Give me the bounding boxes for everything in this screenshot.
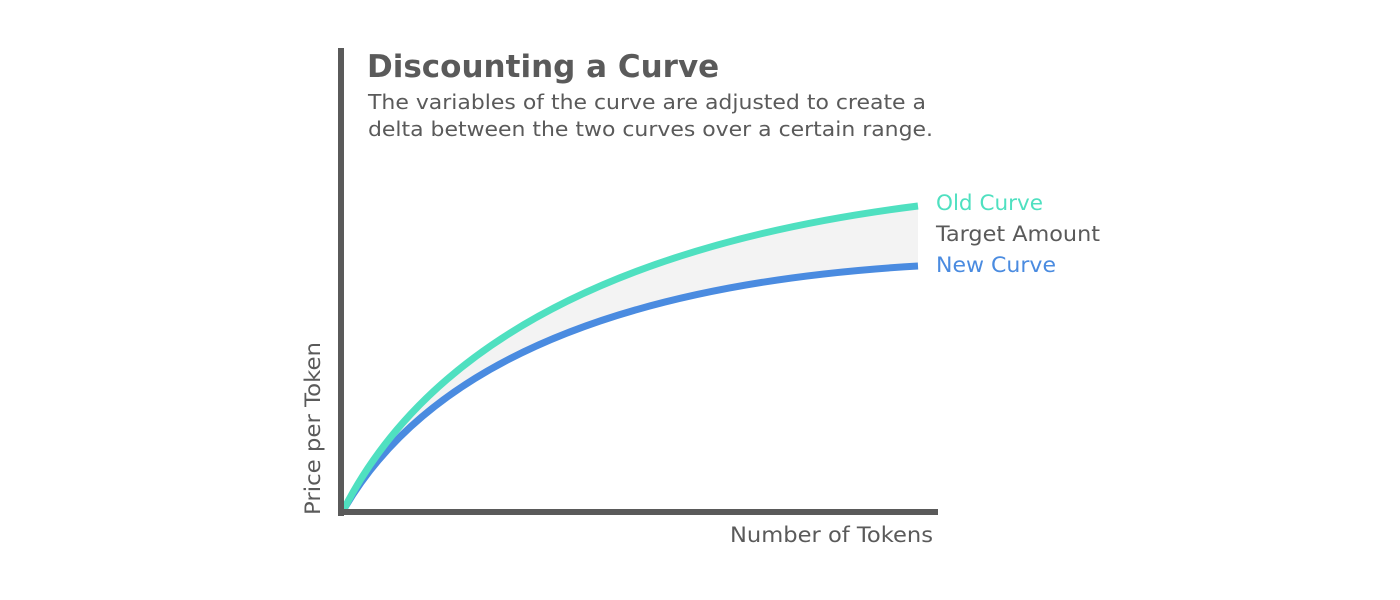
subtitle-line-2: delta between the two curves over a cert… [368,117,933,141]
new-curve-label: New Curve [936,253,1056,277]
new-curve-line [340,262,919,511]
y-axis-label: Price per Token [301,342,325,515]
diagram-title: Discounting a Curve [367,49,719,85]
delta-region [344,206,918,509]
old-curve-label: Old Curve [936,191,1043,215]
old-curve-line [340,202,919,511]
subtitle-line-1: The variables of the curve are adjusted … [367,90,926,114]
x-axis-label: Number of Tokens [730,523,933,547]
target-amount-label: Target Amount [935,222,1100,246]
